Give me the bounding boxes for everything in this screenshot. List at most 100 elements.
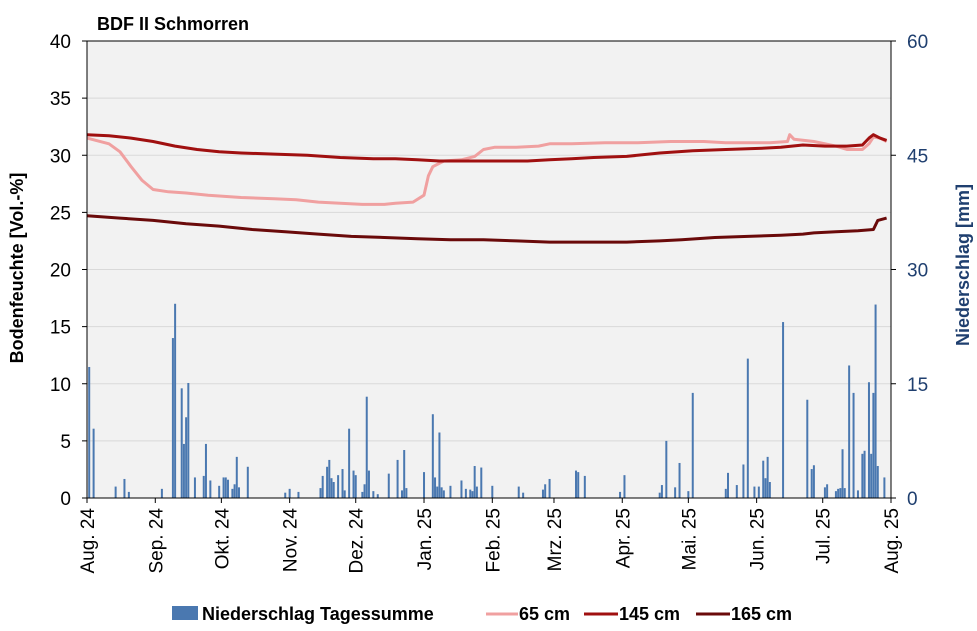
precip-bar xyxy=(202,475,205,498)
precip-bar xyxy=(834,491,837,498)
precip-bar xyxy=(387,473,390,498)
precip-bar xyxy=(224,477,227,498)
precip-bar xyxy=(180,388,183,498)
precip-bar xyxy=(284,492,287,498)
precip-bar xyxy=(182,443,185,498)
precip-bar xyxy=(326,466,329,498)
legend-label-145cm: 145 cm xyxy=(619,604,680,624)
x-tick-label: Okt. 24 xyxy=(212,508,233,570)
precip-bar xyxy=(782,322,785,498)
precip-bar xyxy=(114,486,117,498)
precip-bar xyxy=(403,450,406,498)
x-tick-label: Dez. 24 xyxy=(347,508,368,574)
precip-bar xyxy=(883,477,886,498)
precip-bar xyxy=(575,470,578,498)
precip-bar xyxy=(376,494,379,498)
precip-bar xyxy=(233,484,236,498)
precip-bar xyxy=(577,472,580,498)
precip-bar xyxy=(469,489,472,498)
precip-bar xyxy=(187,382,190,498)
precip-bar xyxy=(464,488,467,498)
precip-bar xyxy=(619,491,622,498)
precip-bar xyxy=(473,466,476,498)
right-tick-label: 15 xyxy=(907,375,928,396)
x-tick-label: Sep. 24 xyxy=(146,508,167,574)
precip-bar xyxy=(235,456,238,498)
precip-bar xyxy=(872,392,875,498)
x-tick-label: Aug. 25 xyxy=(882,508,903,574)
left-tick-label: 15 xyxy=(50,318,71,339)
precip-bar xyxy=(541,489,544,498)
precip-bar xyxy=(438,432,441,498)
precip-bar xyxy=(742,464,745,498)
precip-bar xyxy=(297,491,300,498)
precip-bar xyxy=(328,459,331,498)
precip-bar xyxy=(726,472,729,498)
series-line-165cm xyxy=(86,214,887,244)
precip-bar xyxy=(123,478,126,498)
left-tick-label: 35 xyxy=(50,89,71,110)
precip-bar xyxy=(548,478,551,498)
precip-bar xyxy=(658,492,661,498)
precip-bar xyxy=(823,487,826,498)
precip-bar xyxy=(517,486,520,498)
left-tick-label: 5 xyxy=(60,432,71,453)
series-line-65cm xyxy=(86,133,888,206)
precip-bar xyxy=(583,475,586,498)
precip-bar xyxy=(768,482,771,498)
chart-title: BDF II Schmorren xyxy=(97,14,249,34)
precip-bar xyxy=(405,488,408,498)
precip-bar xyxy=(193,477,196,498)
precip-bar xyxy=(319,488,322,498)
precip-bar xyxy=(475,486,478,498)
precip-bar xyxy=(843,488,846,498)
precip-bar xyxy=(88,366,91,498)
x-axis-ticks: Aug. 24 Sep. 24 Okt. 24 Nov. 24 Dez. 24 Jan. … xyxy=(78,498,903,574)
precip-bar xyxy=(762,460,765,498)
precip-bar xyxy=(209,480,212,498)
precip-bar xyxy=(491,485,494,498)
precip-bar xyxy=(171,338,174,498)
legend-label-65cm: 65 cm xyxy=(519,604,570,624)
right-axis-title: Niederschlag [mm] xyxy=(953,184,973,346)
precip-bar xyxy=(678,462,681,498)
legend-label-bars: Niederschlag Tagessumme xyxy=(202,604,434,624)
precip-bar xyxy=(436,486,439,498)
precip-bar xyxy=(848,365,851,498)
precip-bar xyxy=(222,477,225,498)
precip-bar xyxy=(460,480,463,498)
soil-moisture-lines xyxy=(86,133,888,244)
x-tick-label: Mai. 25 xyxy=(679,508,700,570)
precip-bar xyxy=(852,392,855,498)
precip-bar xyxy=(764,478,767,498)
precip-bar xyxy=(365,396,368,498)
precip-bar xyxy=(691,392,694,498)
precip-bar xyxy=(753,486,756,498)
precip-bar xyxy=(396,459,399,498)
x-tick-label: Feb. 25 xyxy=(483,508,504,572)
precip-bar xyxy=(343,490,346,498)
x-tick-label: Apr. 25 xyxy=(613,508,634,568)
precip-bar xyxy=(746,358,749,498)
precip-bar xyxy=(841,449,844,498)
x-tick-label: Nov. 24 xyxy=(281,508,302,573)
precip-bar xyxy=(863,450,866,498)
precip-bar xyxy=(321,475,324,498)
precip-bar xyxy=(204,443,207,498)
precip-bar xyxy=(687,491,690,498)
precip-bar xyxy=(288,488,291,498)
precip-bar xyxy=(372,491,375,498)
precip-bar xyxy=(348,428,351,498)
precip-bar xyxy=(856,490,859,498)
right-axis-ticks: 0 15 30 45 60 xyxy=(891,32,928,510)
precip-bar xyxy=(837,488,840,498)
precip-bar xyxy=(363,484,366,498)
precip-bar xyxy=(660,485,663,498)
left-tick-label: 30 xyxy=(50,146,71,167)
x-tick-label: Jun. 25 xyxy=(748,508,769,570)
precip-bar xyxy=(160,488,163,498)
precip-bar xyxy=(341,469,344,498)
precip-bar xyxy=(352,470,355,498)
precip-bar xyxy=(367,470,370,498)
